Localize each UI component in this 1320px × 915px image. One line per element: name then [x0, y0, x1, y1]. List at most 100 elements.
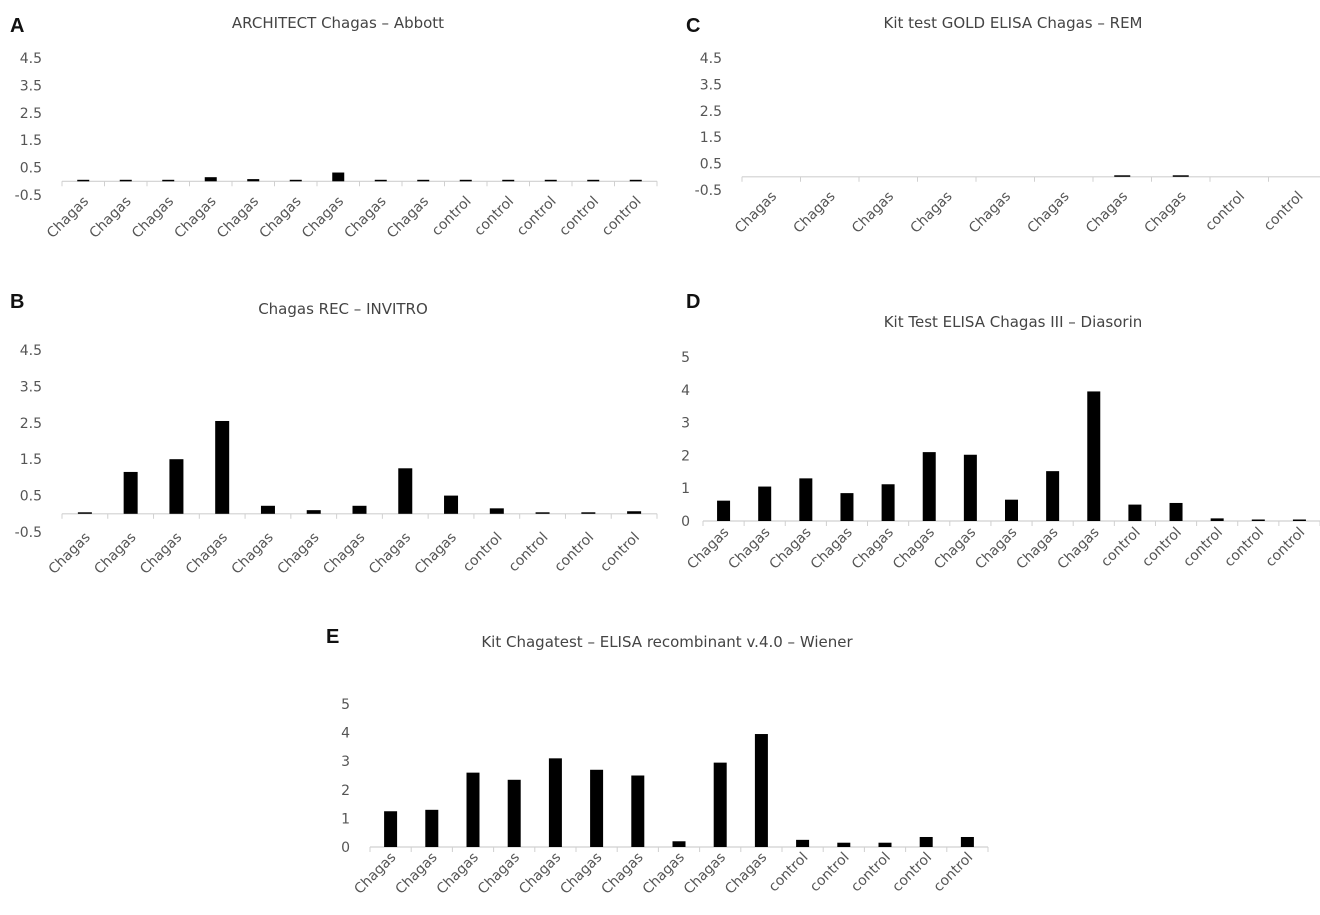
chart-b-category-label: Chagas	[274, 530, 322, 578]
chart-e-title: Kit Chagatest – ELISA recombinant v.4.0 …	[481, 633, 853, 651]
chart-d-title: Kit Test ELISA Chagas III – Diasorin	[884, 313, 1143, 331]
chart-d-category-label: Chagas	[931, 525, 979, 573]
chart-b-category-label: Chagas	[137, 530, 185, 578]
chart-a-bar	[629, 179, 642, 182]
chart-c-ytick-label: -0.5	[695, 183, 722, 199]
chart-e-ytick-label: 2	[341, 783, 350, 799]
chart-a-ytick-label: 3.5	[20, 78, 42, 94]
chart-a-category-label: Chagas	[44, 194, 92, 242]
chart-d-ytick-label: 4	[681, 383, 690, 399]
chart-d-category-label: control	[1180, 525, 1226, 571]
chart-b-bar	[352, 505, 367, 514]
chart-a-bar	[204, 177, 217, 182]
chart-d-ytick-label: 2	[681, 448, 690, 464]
chart-d-bar	[922, 452, 936, 521]
chart-a-title: ARCHITECT Chagas – Abbott	[232, 14, 444, 32]
chart-d-category-label: control	[1221, 525, 1267, 571]
chart-e-category-label: Chagas	[722, 850, 770, 898]
panel-letter-a: A	[10, 15, 24, 37]
chart-b-ytick-label: -0.5	[15, 525, 42, 541]
panel-letter-c: C	[686, 15, 700, 37]
chart-b-category-label: Chagas	[183, 530, 231, 578]
chart-c-ytick-label: 2.5	[700, 104, 722, 120]
chart-d-category-label: Chagas	[972, 525, 1020, 573]
chart-a-category-label: Chagas	[86, 194, 134, 242]
chart-b-category-label: Chagas	[366, 530, 414, 578]
chart-e-category-label: control	[766, 850, 812, 896]
chart-a-category-label: control	[599, 194, 645, 240]
chart-a-category-label: Chagas	[214, 194, 262, 242]
chart-a-category-label: Chagas	[341, 194, 389, 242]
chart-c-category-label: Chagas	[907, 189, 955, 237]
chart-b-title: Chagas REC – INVITRO	[258, 300, 428, 318]
chart-b-bar	[306, 510, 321, 514]
chart-b-category-label: Chagas	[229, 530, 277, 578]
chart-e-bar	[754, 734, 768, 847]
chart-e-bar	[384, 811, 398, 847]
chart-a-category-label: control	[429, 194, 475, 240]
chart-c-ytick-label: 4.5	[700, 51, 722, 67]
chart-d-ytick-label: 0	[681, 514, 690, 530]
chart-e-bar	[796, 839, 810, 847]
chart-d-category-label: control	[1139, 525, 1185, 571]
chart-e-category-label: Chagas	[599, 850, 647, 898]
chart-d-category-label: Chagas	[767, 525, 815, 573]
chart-d-bar	[1087, 391, 1101, 521]
chart-d-bar	[963, 454, 977, 521]
chart-e-bar	[960, 836, 974, 847]
chart-e-ytick-label: 4	[341, 726, 350, 742]
chart-d-bar	[799, 478, 813, 521]
chart-b-bar	[260, 505, 275, 514]
chart-d-category-label: Chagas	[808, 525, 856, 573]
chart-d-bar	[1128, 504, 1142, 521]
chart-a-bar	[459, 179, 472, 182]
chart-d-bar	[1169, 502, 1183, 521]
chart-c-bar	[1114, 175, 1131, 177]
chart-c-category-label: Chagas	[1141, 189, 1189, 237]
chart-e-category-label: control	[807, 850, 853, 896]
chart-e-category-label: control	[848, 850, 894, 896]
chart-a: ARCHITECT Chagas – Abbott 4.5 3.5 2.5 1.5 0.5…	[15, 14, 658, 242]
chart-c-category-label: Chagas	[790, 189, 838, 237]
chart-d-ytick-label: 3	[681, 416, 690, 432]
chart-e-bar	[672, 841, 686, 847]
chart-a-bar	[289, 179, 302, 182]
chart-e-bar	[507, 779, 521, 847]
chart-e-ytick-label: 3	[341, 754, 350, 770]
chart-c-ytick-label: 3.5	[700, 77, 722, 93]
chart-b-ytick-label: 3.5	[20, 379, 42, 395]
chart-e-category-label: Chagas	[516, 850, 564, 898]
chart-e-bar	[837, 842, 851, 847]
chart-e-bar	[919, 836, 933, 847]
chart-e-category-label: Chagas	[393, 850, 441, 898]
chart-c-category-label: Chagas	[732, 189, 780, 237]
panel-letter-b: B	[10, 291, 24, 313]
chart-e-ytick-label: 0	[341, 840, 350, 856]
chart-c-ytick-label: 1.5	[700, 130, 722, 146]
chart-a-bar	[544, 179, 557, 182]
chart-a-bar	[119, 179, 132, 182]
chart-d-category-label: Chagas	[725, 525, 773, 573]
chart-a-category-label: control	[556, 194, 602, 240]
chart-d-bar	[1251, 519, 1265, 521]
chart-a-ytick-label: 1.5	[20, 133, 42, 149]
chart-a-bar	[332, 172, 345, 182]
chart-d-category-label: Chagas	[1055, 525, 1103, 573]
chart-c-category-label: Chagas	[966, 189, 1014, 237]
chart-c-category-label: control	[1261, 189, 1307, 235]
chart-e-category-label: Chagas	[681, 850, 729, 898]
chart-d-category-label: Chagas	[1013, 525, 1061, 573]
chart-e-bar	[878, 842, 892, 847]
chart-b-category-label: Chagas	[91, 530, 139, 578]
chart-e-category-label: control	[931, 850, 977, 896]
chart-b-ytick-label: 1.5	[20, 452, 42, 468]
chart-d-category-label: Chagas	[890, 525, 938, 573]
chart-b-category-label: Chagas	[320, 530, 368, 578]
chart-e-bar	[425, 809, 439, 847]
chart-e-bar	[548, 758, 562, 847]
chart-b-category-label: Chagas	[412, 530, 460, 578]
chart-e-category-label: Chagas	[557, 850, 605, 898]
chart-b-bar	[398, 468, 413, 514]
chart-e-ytick-label: 5	[341, 697, 350, 713]
